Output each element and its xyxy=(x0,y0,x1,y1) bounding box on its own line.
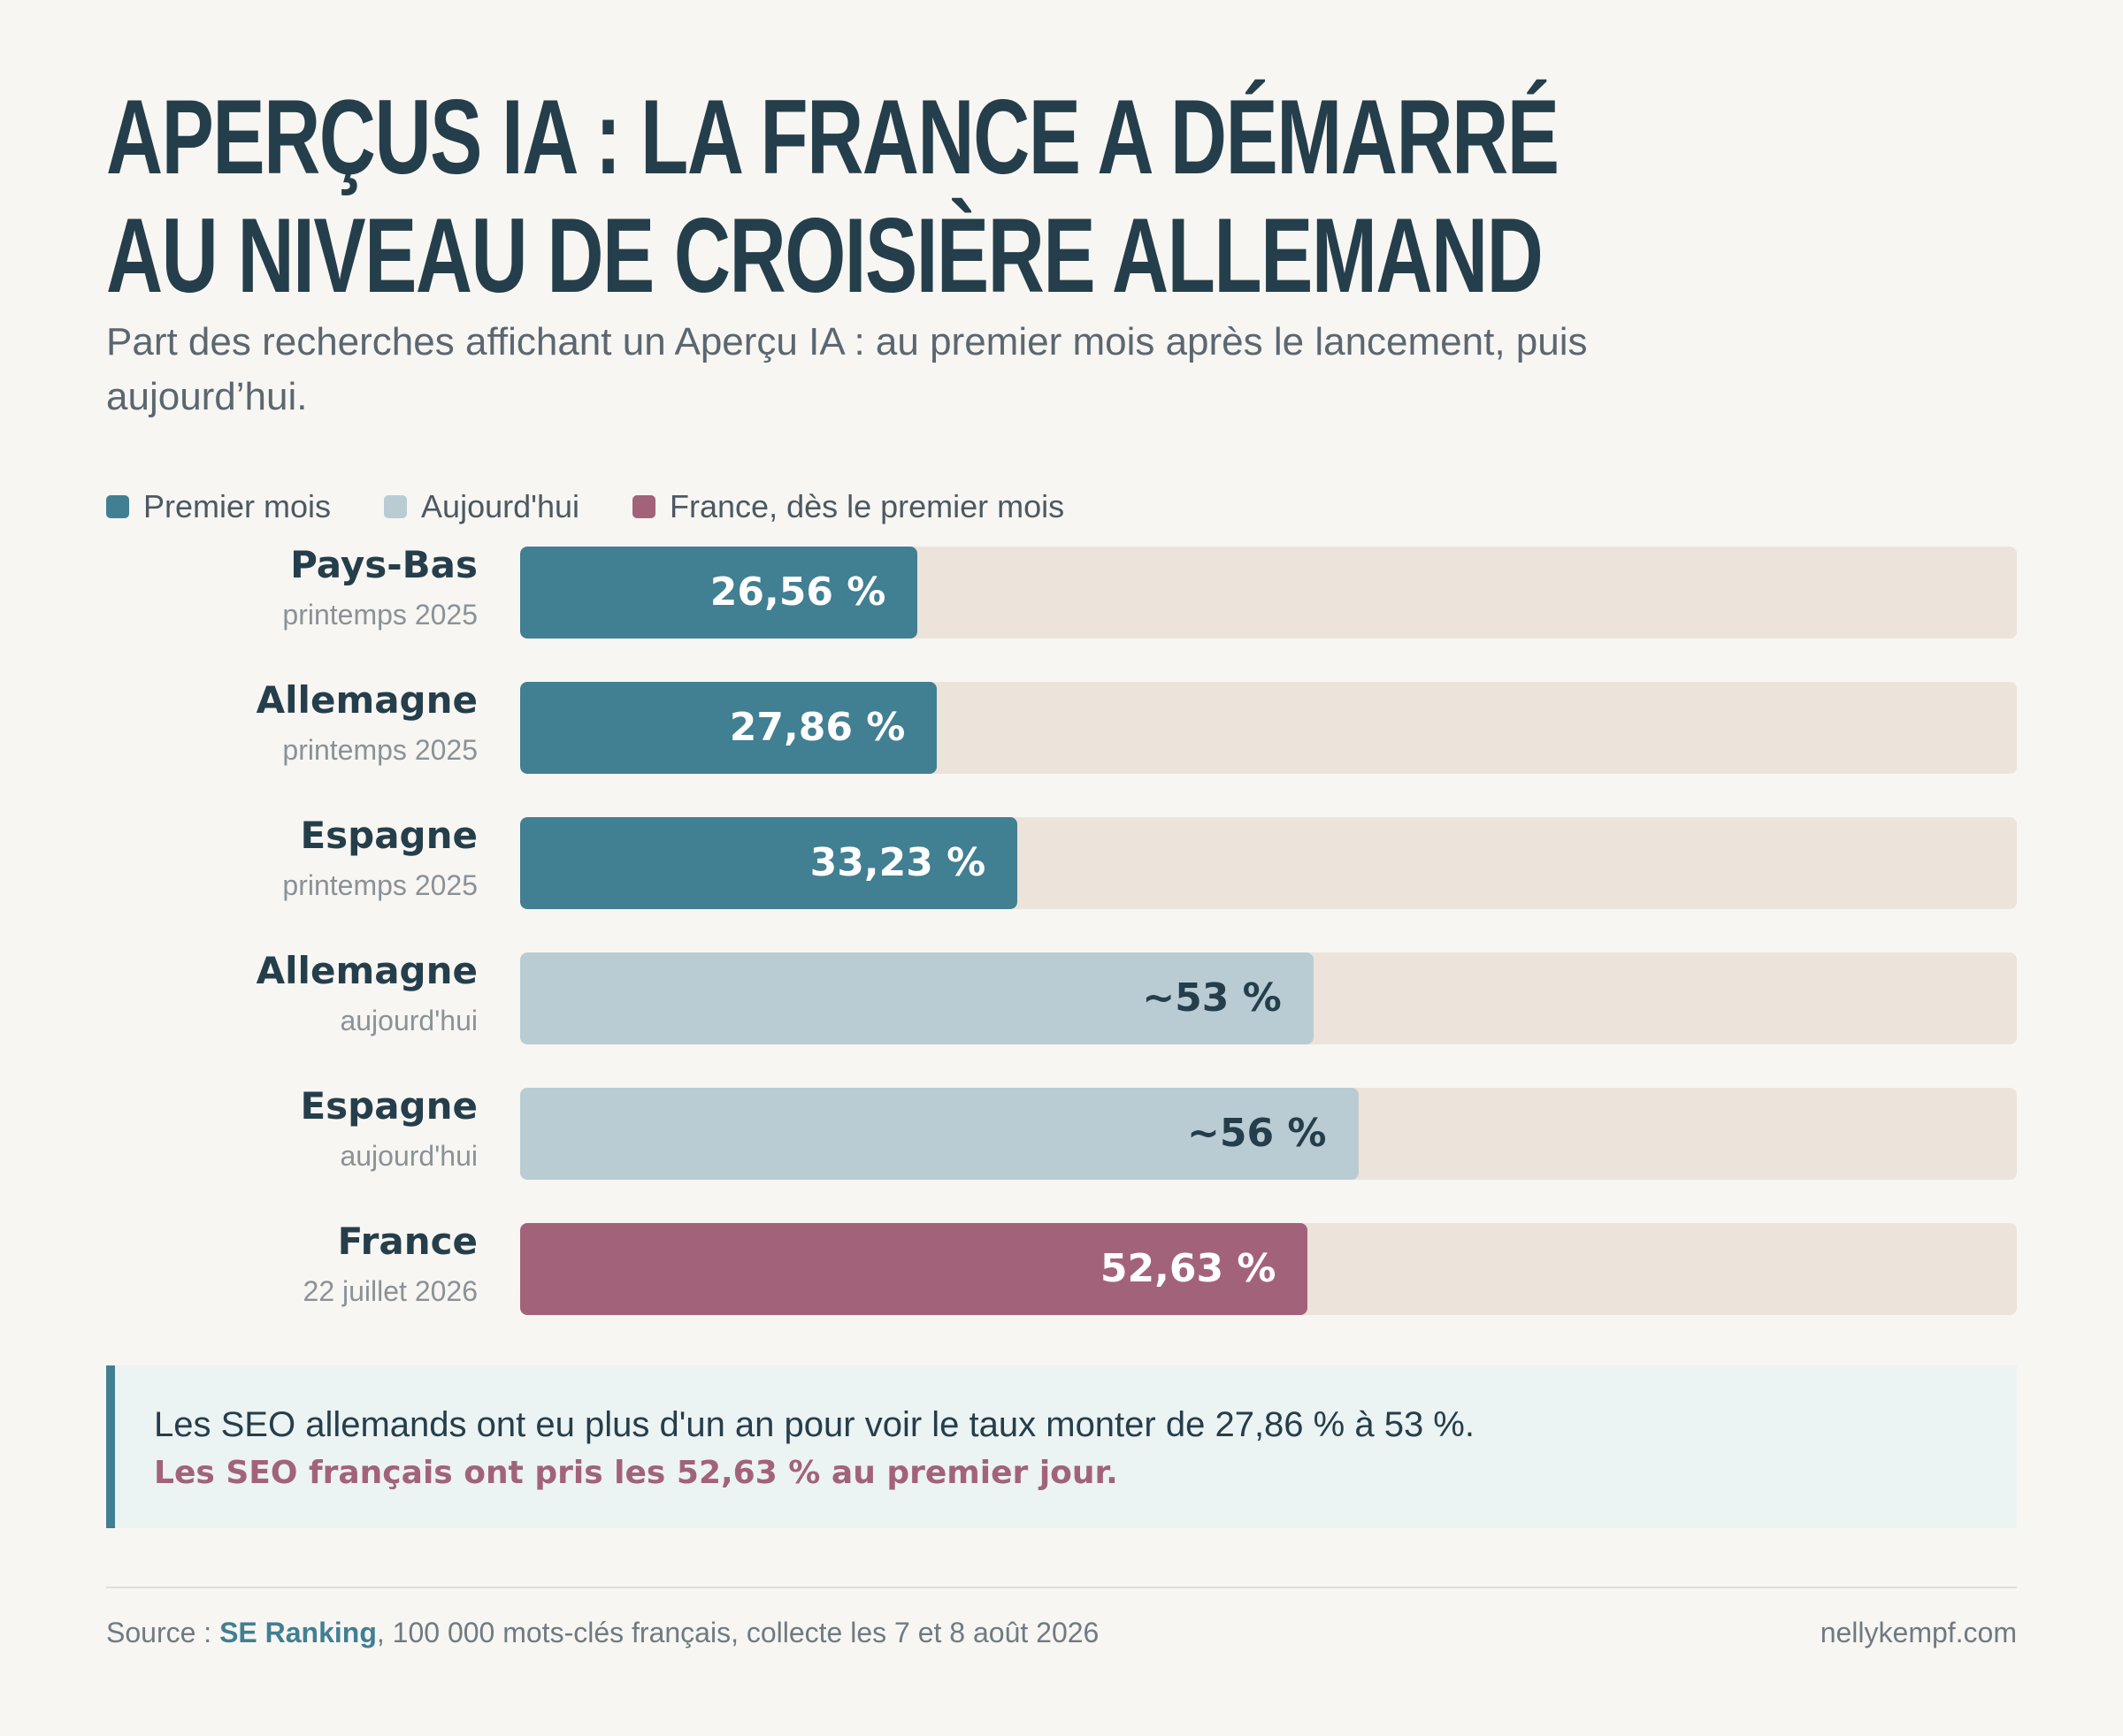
chart-subtitle: Part des recherches affichant un Aperçu … xyxy=(106,320,1588,418)
row-label: Espagne printemps 2025 xyxy=(106,814,478,904)
legend-item-france: France, dès le premier mois xyxy=(632,488,1064,525)
callout-highlight: Les SEO français ont pris les 52,63 % au… xyxy=(154,1455,1118,1491)
legend: Premier mois Aujourd'hui France, dès le … xyxy=(106,488,1064,525)
bar-track: ~53 % xyxy=(520,952,2017,1044)
legend-item-aujourdhui: Aujourd'hui xyxy=(384,488,579,525)
title-line-1: Aperçus IA : la France a démarré xyxy=(106,78,1560,196)
bar-value-label: 27,86 % xyxy=(729,705,906,750)
bar-track: 33,23 % xyxy=(520,817,2017,909)
site-credit: nellykempf.com xyxy=(1820,1617,2017,1648)
bar-value-label: 33,23 % xyxy=(809,840,986,885)
row-label: Pays-Bas printemps 2025 xyxy=(106,543,478,633)
legend-label-france: France, dès le premier mois xyxy=(670,488,1065,524)
row-period: printemps 2025 xyxy=(282,869,478,901)
row-name: Espagne xyxy=(300,1084,478,1128)
bar xyxy=(520,952,1314,1044)
source-prefix: Source : xyxy=(106,1617,220,1648)
bar-track: ~56 % xyxy=(520,1088,2017,1180)
bar xyxy=(520,547,918,639)
source-details: , 100 000 mots-clés français, collecte l… xyxy=(376,1617,1100,1648)
bar-track: 26,56 % xyxy=(520,547,2017,639)
bar-track: 52,63 % xyxy=(520,1223,2017,1315)
source-name: SE Ranking xyxy=(219,1617,377,1648)
legend-label-premier-mois: Premier mois xyxy=(143,488,332,524)
bar-chart: Pays-Bas printemps 2025 26,56 % Allemagne pr… xyxy=(106,543,2017,1315)
row-label: Allemagne aujourd'hui xyxy=(106,949,478,1039)
row-label: France 22 juillet 2026 xyxy=(106,1220,478,1310)
row-period: 22 juillet 2026 xyxy=(303,1275,478,1307)
legend-item-premier-mois: Premier mois xyxy=(106,488,331,525)
row-name: Espagne xyxy=(300,814,478,857)
legend-swatch-aujourdhui xyxy=(384,495,408,518)
bar xyxy=(520,1223,1308,1315)
legend-swatch-premier-mois xyxy=(106,495,129,518)
footer: Source : SE Ranking, 100 000 mots-clés f… xyxy=(106,1617,2017,1649)
bar xyxy=(520,682,938,774)
row-period: aujourd'hui xyxy=(340,1140,478,1172)
row-period: aujourd'hui xyxy=(340,1005,478,1036)
row-period: printemps 2025 xyxy=(282,599,478,631)
legend-label-aujourdhui: Aujourd'hui xyxy=(421,488,580,524)
row-period: printemps 2025 xyxy=(282,734,478,766)
chart-title: Aperçus IA : la France a démarré au nive… xyxy=(106,78,1560,315)
footer-divider xyxy=(106,1587,2017,1588)
row-label: Espagne aujourd'hui xyxy=(106,1084,478,1174)
bar-track: 27,86 % xyxy=(520,682,2017,774)
bar-value-label: ~53 % xyxy=(1142,975,1282,1021)
bar-value-label: 52,63 % xyxy=(1100,1246,1276,1291)
row-name: Pays-Bas xyxy=(290,543,478,586)
row-label: Allemagne printemps 2025 xyxy=(106,678,478,769)
bar xyxy=(520,817,1018,909)
row-name: France xyxy=(337,1220,478,1263)
row-name: Allemagne xyxy=(256,678,478,722)
bar-value-label: 26,56 % xyxy=(709,570,886,615)
legend-swatch-france xyxy=(632,495,656,518)
row-name: Allemagne xyxy=(256,949,478,992)
bar-value-label: ~56 % xyxy=(1187,1111,1327,1156)
bar xyxy=(520,1088,1359,1180)
callout-box: Les SEO allemands ont eu plus d'un an po… xyxy=(106,1365,2017,1528)
title-line-2: au niveau de croisière allemand xyxy=(106,196,1544,315)
callout-text: Les SEO allemands ont eu plus d'un an po… xyxy=(154,1405,1475,1444)
source-credit: Source : SE Ranking, 100 000 mots-clés f… xyxy=(106,1617,1099,1649)
